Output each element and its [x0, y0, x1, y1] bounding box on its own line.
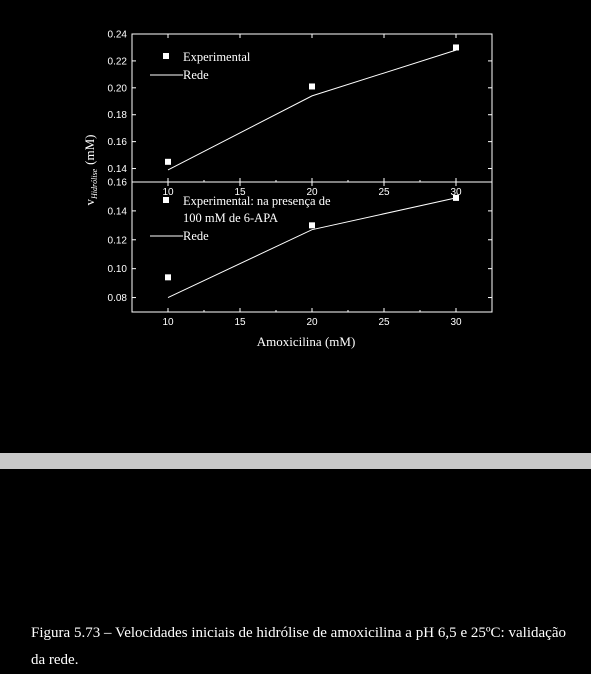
legend-label-experimental: Experimental [183, 50, 251, 64]
x-tick-label: 15 [234, 317, 246, 328]
y-axis-title-unit: (mM) [82, 134, 97, 164]
x-tick-label: 10 [162, 187, 174, 198]
legend-label-experimental: Experimental: na presença de [183, 194, 331, 208]
series-line-rede [167, 49, 457, 171]
x-axis-title: Amoxicilina (mM) [257, 334, 356, 349]
data-point-experimental [309, 222, 315, 229]
data-point-experimental [453, 44, 459, 51]
y-tick-label: 0.12 [108, 235, 128, 246]
x-tick-label: 30 [450, 317, 462, 328]
legend-label-rede: Rede [183, 68, 209, 82]
y-tick-label: 0.16 [108, 178, 128, 189]
x-tick-label: 25 [378, 317, 390, 328]
x-tick-label: 25 [378, 187, 390, 198]
legend-label-rede: Rede [183, 229, 209, 243]
legend-marker-experimental [163, 53, 169, 59]
y-tick-label: 0.24 [108, 30, 128, 41]
y-axis-title-symbol: v [82, 199, 97, 206]
top-panel: 10 15 20 25 30 0.14 0.16 0.18 0.20 0.22 0.24 Experi… [108, 30, 493, 198]
series-line-rede [167, 197, 457, 299]
x-tick-label: 10 [162, 317, 174, 328]
y-tick-label: 0.22 [108, 56, 128, 67]
legend-marker-experimental [163, 197, 169, 203]
x-tick-label: 30 [450, 187, 462, 198]
bottom-panel: 10 15 20 25 30 0.08 0.10 0.12 0.14 0.16 Experiment… [108, 178, 493, 328]
y-tick-label: 0.14 [108, 164, 128, 175]
y-tick-label: 0.18 [108, 110, 128, 121]
data-point-experimental [165, 274, 171, 281]
y-axis-title: vHidrólise (mM) [82, 134, 99, 205]
y-tick-label: 0.20 [108, 83, 128, 94]
data-point-experimental [309, 83, 315, 90]
data-point-experimental [165, 158, 171, 165]
y-tick-label: 0.14 [108, 206, 128, 217]
y-axis-title-subscript: Hidrólise [90, 168, 99, 200]
page-divider [0, 453, 591, 469]
x-tick-label: 15 [234, 187, 246, 198]
x-tick-label: 20 [306, 187, 318, 198]
figure-caption: Figura 5.73 – Velocidades iniciais de hi… [31, 625, 566, 668]
y-tick-label: 0.10 [108, 264, 128, 275]
y-tick-label: 0.16 [108, 137, 128, 148]
chart-figure: 10 15 20 25 30 0.14 0.16 0.18 0.20 0.22 0.24 Experi… [82, 30, 493, 349]
x-tick-label: 20 [306, 317, 318, 328]
y-tick-label: 0.08 [108, 293, 128, 304]
legend-label-experimental: 100 mM de 6-APA [183, 211, 278, 225]
